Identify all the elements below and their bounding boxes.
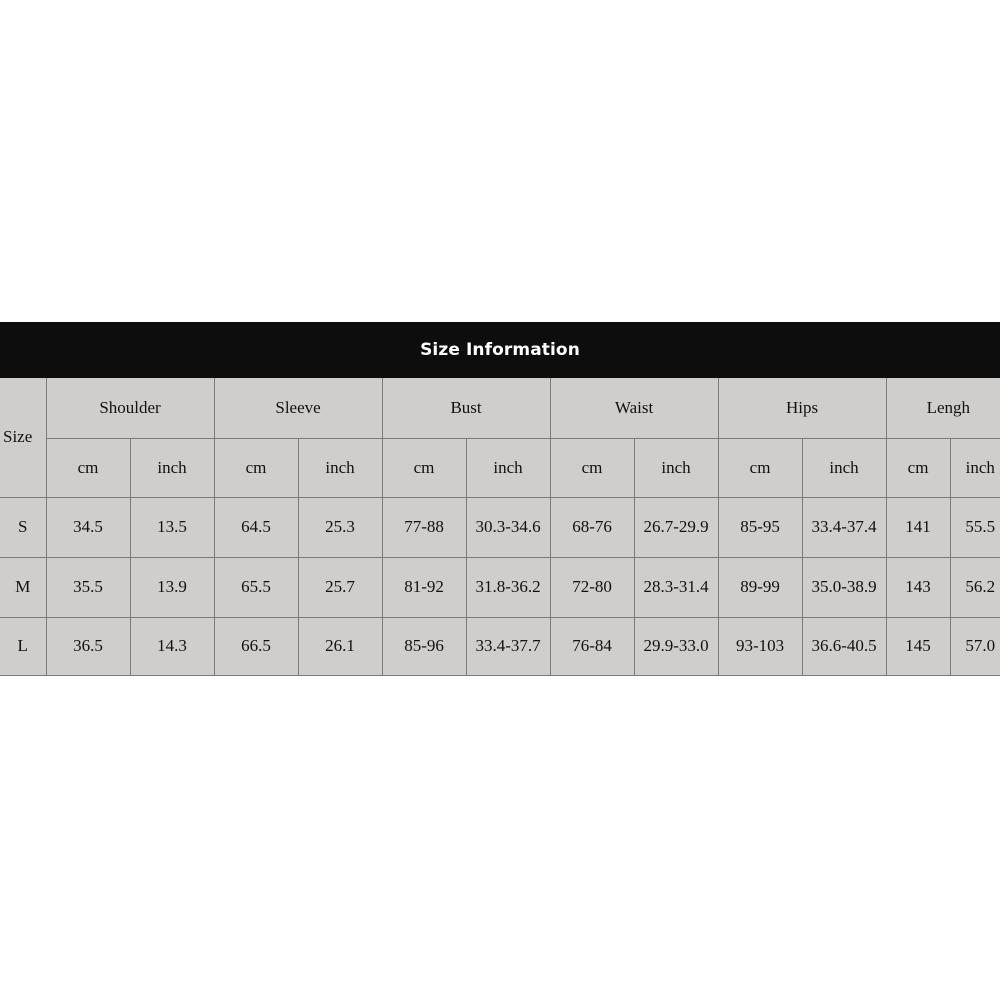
unit-header-row: cm inch cm inch cm inch cm inch cm inch cm inch xyxy=(0,437,1000,498)
measurement-cell: 36.5 xyxy=(45,616,131,676)
measurement-cell: 68-76 xyxy=(549,496,635,558)
measurement-header-lengh: Lengh xyxy=(885,378,1000,439)
measurement-cell: 25.3 xyxy=(297,496,383,558)
measurement-cell: 26.1 xyxy=(297,616,383,676)
measurement-header-bust: Bust xyxy=(381,378,551,439)
unit-header-inch: inch xyxy=(633,437,719,498)
measurement-cell: 34.5 xyxy=(45,496,131,558)
measurement-cell: 26.7-29.9 xyxy=(633,496,719,558)
measurement-cell: 65.5 xyxy=(213,556,299,618)
size-table: Size Shoulder Sleeve Bust Waist Hips Lengh cm in… xyxy=(0,378,1000,676)
measurement-header-sleeve: Sleeve xyxy=(213,378,383,439)
measurement-header-hips: Hips xyxy=(717,378,887,439)
group-header-row: Size Shoulder Sleeve Bust Waist Hips Lengh xyxy=(0,378,1000,498)
measurement-cell: 25.7 xyxy=(297,556,383,618)
measurement-cell: 81-92 xyxy=(381,556,467,618)
measurement-cell: 36.6-40.5 xyxy=(801,616,887,676)
unit-header-inch: inch xyxy=(465,437,551,498)
measurement-cell: 66.5 xyxy=(213,616,299,676)
measurement-cell: 77-88 xyxy=(381,496,467,558)
chart-title: Size Information xyxy=(420,340,580,360)
unit-header-cm: cm xyxy=(717,437,803,498)
unit-header-cm: cm xyxy=(45,437,131,498)
unit-header-inch: inch xyxy=(129,437,215,498)
unit-header-inch: inch xyxy=(297,437,383,498)
measurement-cell: 76-84 xyxy=(549,616,635,676)
size-table-body: Size Shoulder Sleeve Bust Waist Hips Lengh cm in… xyxy=(0,378,1000,676)
measurement-cell: 14.3 xyxy=(129,616,215,676)
size-chart: Size Information Size Shoulder Sleeve Bust W… xyxy=(0,322,1000,676)
unit-header-inch: inch xyxy=(801,437,887,498)
measurement-cell: 57.0 xyxy=(949,616,1000,676)
table-row: L 36.5 14.3 66.5 26.1 85-96 33.4-37.7 76-84 29.9… xyxy=(0,616,1000,676)
measurement-header-waist: Waist xyxy=(549,378,719,439)
measurement-cell: 35.5 xyxy=(45,556,131,618)
measurement-cell: 141 xyxy=(885,496,951,558)
measurement-cell: 33.4-37.7 xyxy=(465,616,551,676)
unit-header-inch: inch xyxy=(949,437,1000,498)
measurement-cell: 72-80 xyxy=(549,556,635,618)
measurement-cell: 85-96 xyxy=(381,616,467,676)
unit-header-cm: cm xyxy=(549,437,635,498)
measurement-cell: 30.3-34.6 xyxy=(465,496,551,558)
size-cell: L xyxy=(0,616,47,676)
measurement-cell: 89-99 xyxy=(717,556,803,618)
unit-header-cm: cm xyxy=(885,437,951,498)
measurement-cell: 55.5 xyxy=(949,496,1000,558)
table-row: M 35.5 13.9 65.5 25.7 81-92 31.8-36.2 72-80 28.3… xyxy=(0,556,1000,618)
measurement-cell: 56.2 xyxy=(949,556,1000,618)
measurement-cell: 13.5 xyxy=(129,496,215,558)
measurement-cell: 145 xyxy=(885,616,951,676)
measurement-header-shoulder: Shoulder xyxy=(45,378,215,439)
measurement-cell: 33.4-37.4 xyxy=(801,496,887,558)
measurement-cell: 85-95 xyxy=(717,496,803,558)
size-cell: S xyxy=(0,496,47,558)
measurement-cell: 143 xyxy=(885,556,951,618)
measurement-cell: 29.9-33.0 xyxy=(633,616,719,676)
size-column-header: Size xyxy=(0,378,47,498)
unit-header-cm: cm xyxy=(381,437,467,498)
measurement-cell: 64.5 xyxy=(213,496,299,558)
measurement-cell: 28.3-31.4 xyxy=(633,556,719,618)
size-cell: M xyxy=(0,556,47,618)
table-row: S 34.5 13.5 64.5 25.3 77-88 30.3-34.6 68-76 26.7… xyxy=(0,496,1000,558)
chart-title-bar: Size Information xyxy=(0,322,1000,378)
measurement-cell: 35.0-38.9 xyxy=(801,556,887,618)
measurement-cell: 13.9 xyxy=(129,556,215,618)
measurement-cell: 31.8-36.2 xyxy=(465,556,551,618)
measurement-cell: 93-103 xyxy=(717,616,803,676)
unit-header-cm: cm xyxy=(213,437,299,498)
